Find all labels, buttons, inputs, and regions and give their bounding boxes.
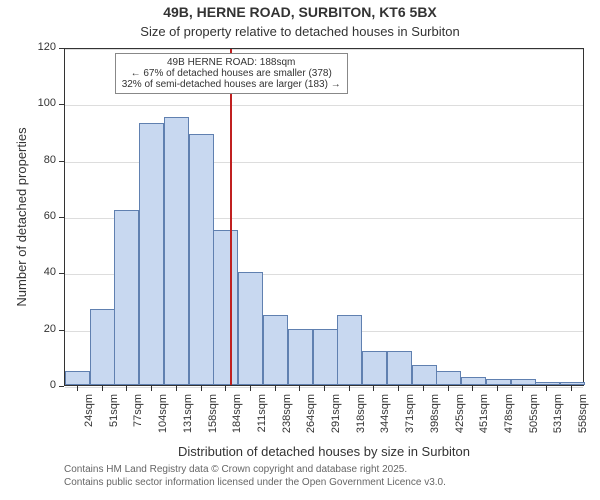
- xtick-label: 291sqm: [330, 394, 342, 442]
- xtick-label: 505sqm: [528, 394, 540, 442]
- xtick-mark: [472, 386, 473, 391]
- ytick-mark: [59, 386, 64, 387]
- xtick-mark: [275, 386, 276, 391]
- ytick-mark: [59, 161, 64, 162]
- ytick-label: 20: [26, 323, 56, 335]
- ytick-label: 40: [26, 266, 56, 278]
- ytick-label: 120: [26, 41, 56, 53]
- xtick-label: 451sqm: [478, 394, 490, 442]
- bar: [412, 365, 437, 385]
- bar: [164, 117, 189, 385]
- x-axis-label: Distribution of detached houses by size …: [64, 444, 584, 459]
- xtick-label: 398sqm: [429, 394, 441, 442]
- bar: [535, 382, 560, 385]
- bar: [313, 329, 338, 385]
- xtick-mark: [423, 386, 424, 391]
- xtick-mark: [497, 386, 498, 391]
- bar: [560, 382, 585, 385]
- xtick-mark: [324, 386, 325, 391]
- bar: [213, 230, 238, 385]
- xtick-label: 77sqm: [132, 394, 144, 442]
- xtick-mark: [225, 386, 226, 391]
- xtick-mark: [299, 386, 300, 391]
- xtick-label: 104sqm: [157, 394, 169, 442]
- chart-container: 49B, HERNE ROAD, SURBITON, KT6 5BX Size …: [0, 0, 600, 500]
- annotation-line1: 49B HERNE ROAD: 188sqm: [122, 57, 341, 68]
- xtick-label: 184sqm: [231, 394, 243, 442]
- xtick-label: 211sqm: [256, 394, 268, 442]
- xtick-label: 531sqm: [552, 394, 564, 442]
- ytick-label: 80: [26, 154, 56, 166]
- xtick-label: 478sqm: [503, 394, 515, 442]
- xtick-label: 425sqm: [454, 394, 466, 442]
- bar: [511, 379, 536, 385]
- xtick-mark: [448, 386, 449, 391]
- bar: [139, 123, 164, 385]
- xtick-label: 344sqm: [379, 394, 391, 442]
- xtick-label: 318sqm: [355, 394, 367, 442]
- bar: [114, 210, 139, 385]
- xtick-mark: [546, 386, 547, 391]
- xtick-mark: [398, 386, 399, 391]
- xtick-label: 371sqm: [404, 394, 416, 442]
- xtick-mark: [250, 386, 251, 391]
- footer-line1: Contains HM Land Registry data © Crown c…: [64, 464, 407, 475]
- annotation-box: 49B HERNE ROAD: 188sqm ← 67% of detached…: [115, 53, 348, 94]
- bar: [436, 371, 461, 385]
- annotation-line2: ← 67% of detached houses are smaller (37…: [122, 68, 341, 79]
- xtick-mark: [151, 386, 152, 391]
- reference-line: [230, 49, 232, 385]
- chart-title: 49B, HERNE ROAD, SURBITON, KT6 5BX: [0, 4, 600, 20]
- ytick-mark: [59, 48, 64, 49]
- xtick-mark: [102, 386, 103, 391]
- xtick-label: 131sqm: [182, 394, 194, 442]
- bar: [65, 371, 90, 385]
- bar: [337, 315, 362, 385]
- bar: [387, 351, 412, 385]
- ytick-mark: [59, 104, 64, 105]
- xtick-label: 24sqm: [83, 394, 95, 442]
- ytick-label: 0: [26, 379, 56, 391]
- plot-area: 49B HERNE ROAD: 188sqm ← 67% of detached…: [64, 48, 584, 386]
- ytick-label: 100: [26, 97, 56, 109]
- xtick-label: 558sqm: [577, 394, 589, 442]
- ytick-mark: [59, 273, 64, 274]
- chart-subtitle: Size of property relative to detached ho…: [0, 24, 600, 39]
- xtick-mark: [77, 386, 78, 391]
- xtick-label: 158sqm: [207, 394, 219, 442]
- bar: [90, 309, 115, 385]
- xtick-mark: [373, 386, 374, 391]
- xtick-mark: [201, 386, 202, 391]
- ytick-mark: [59, 330, 64, 331]
- bar: [486, 379, 511, 385]
- xtick-mark: [522, 386, 523, 391]
- annotation-line3: 32% of semi-detached houses are larger (…: [122, 79, 341, 90]
- bar: [461, 377, 486, 385]
- xtick-mark: [571, 386, 572, 391]
- xtick-label: 51sqm: [108, 394, 120, 442]
- ytick-mark: [59, 217, 64, 218]
- xtick-label: 264sqm: [305, 394, 317, 442]
- bar: [189, 134, 214, 385]
- xtick-mark: [349, 386, 350, 391]
- bars: [65, 49, 583, 385]
- bar: [238, 272, 263, 385]
- bar: [263, 315, 288, 385]
- ytick-label: 60: [26, 210, 56, 222]
- bar: [288, 329, 313, 385]
- footer-line2: Contains public sector information licen…: [64, 477, 446, 488]
- xtick-label: 238sqm: [281, 394, 293, 442]
- xtick-mark: [176, 386, 177, 391]
- xtick-mark: [126, 386, 127, 391]
- bar: [362, 351, 387, 385]
